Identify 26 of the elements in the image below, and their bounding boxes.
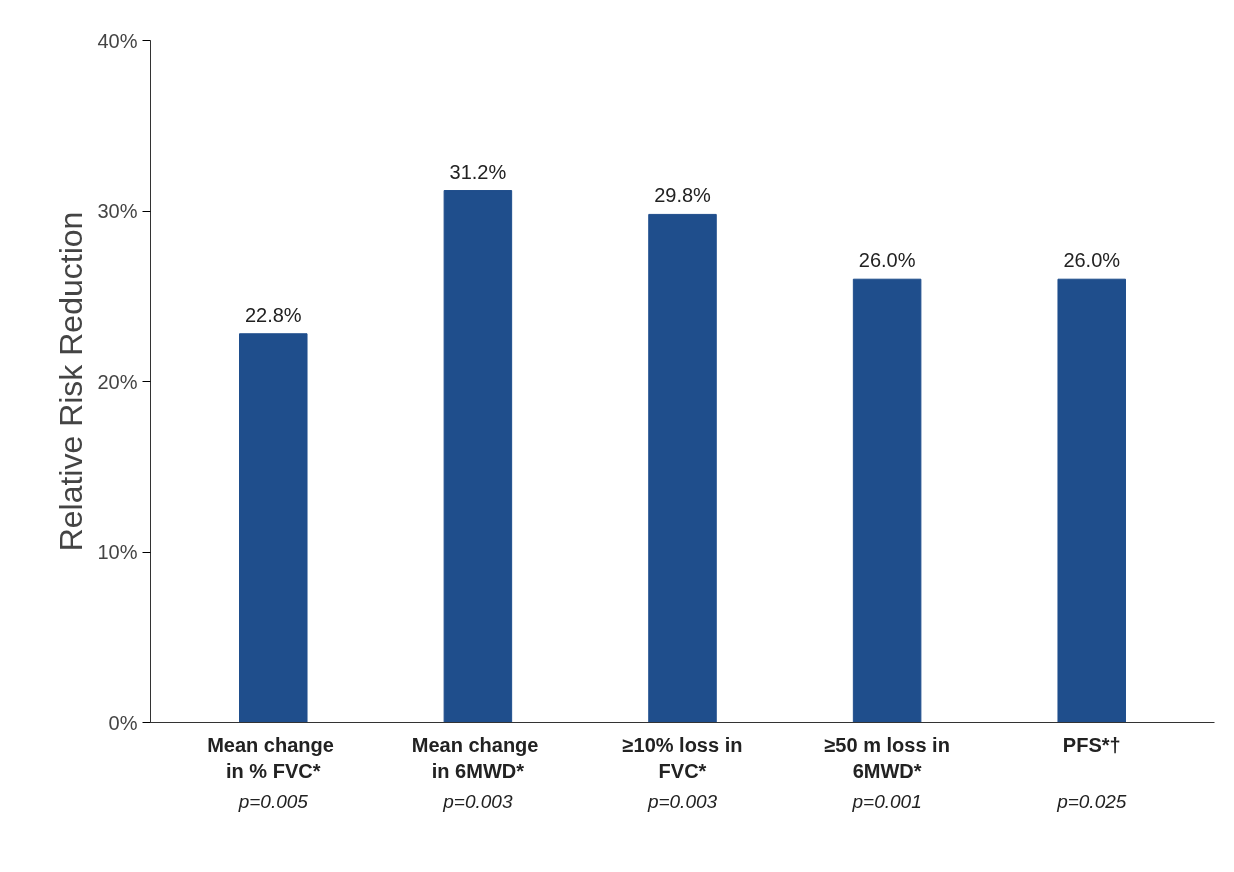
bar [443, 190, 513, 723]
bar [648, 213, 717, 723]
data-label: 26.0% [1063, 249, 1121, 272]
x-tick-label: ≥10% loss in FVC* [622, 733, 743, 782]
data-label: 29.8% [654, 184, 712, 207]
x-tick-label: PFS*† [1062, 733, 1121, 756]
y-tick-label: 10% [97, 541, 138, 563]
text: p=0.003 [442, 790, 513, 812]
data-label: 26.0% [858, 249, 916, 272]
data-label: 31.2% [449, 160, 507, 183]
data-label: 22.8% [244, 303, 302, 326]
x-tick-label: ≥50 m loss in 6MWD* [824, 733, 950, 782]
y-tick-label: 30% [97, 200, 138, 222]
text: p=0.001 [851, 790, 922, 812]
y-tick-label: 0% [108, 711, 138, 734]
bar [852, 278, 922, 723]
y-axis-title: Relative Risk Reduction [53, 211, 90, 552]
text: p=0.005 [237, 790, 309, 812]
x-tick-label: Mean change in 6MWD* [411, 733, 539, 782]
bar [1057, 278, 1126, 723]
text: p=0.025 [1056, 790, 1127, 812]
text: p=0.003 [646, 790, 718, 812]
bar [239, 333, 308, 723]
y-tick-label: 40% [97, 29, 138, 52]
x-tick-label: Mean change in % FVC* [207, 733, 334, 782]
y-tick-label: 20% [97, 370, 138, 393]
